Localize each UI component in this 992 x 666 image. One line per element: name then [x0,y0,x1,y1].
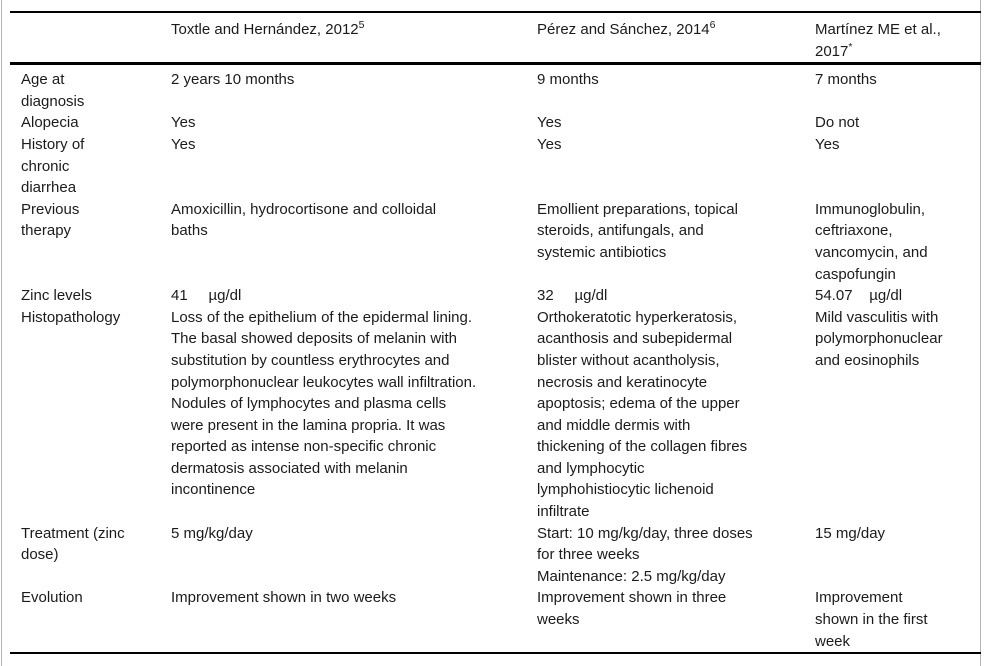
table-row-age-at-diagnosis: Age at diagnosis 2 years 10 months 9 mon… [10,64,981,113]
row-label: Zinc levels [21,287,92,305]
cell-alopecia-perez: Yes [537,114,562,132]
cell-treatment-toxtle: 5 mg/kg/day [171,524,253,542]
cell-zinc-perez: 32 µg/dl [537,287,608,305]
page-frame-right-border [980,0,981,666]
reference-superscript: 6 [709,19,716,31]
table-header: Toxtle and Hernández, 20125 Pérez and Sá… [10,12,981,66]
reference-superscript: 5 [358,19,365,31]
cell-diarrhea-martinez: Yes [815,135,840,153]
table-row-previous-therapy: Previous therapy Amoxicillin, hydrocorti… [10,199,981,285]
row-label: Alopecia [21,114,79,132]
row-label: Age at diagnosis [21,71,85,110]
reference-superscript: * [848,40,853,53]
column-header-label: Toxtle and Hernández, 2012 [171,21,359,38]
table-row-histopathology: Histopathology Loss of the epithelium of… [10,307,981,523]
cell-therapy-perez: Emollient preparations, topical steroids… [537,200,738,261]
cell-evolution-martinez: Improvement shown in the first week [815,589,928,650]
row-label: Histopathology [21,308,121,326]
corner-cell [10,12,171,66]
cell-diarrhea-perez: Yes [537,135,562,153]
cell-zinc-toxtle: 41 µg/dl [171,287,242,305]
column-header-label: Pérez and Sánchez, 2014 [537,21,710,38]
cell-treatment-martinez: 15 mg/day [815,524,886,542]
cell-diarrhea-toxtle: Yes [171,135,196,153]
table-row-alopecia: Alopecia Yes Yes Do not [10,112,981,134]
table-row-evolution: Evolution Improvement shown in two weeks… [10,587,981,653]
row-label: Treatment (zinc dose) [21,524,125,564]
table-body: Age at diagnosis 2 years 10 months 9 mon… [10,64,981,654]
table-row-zinc-levels: Zinc levels 41 µg/dl 32 µg/dl 54.07 µg/d… [10,285,981,307]
table-row-history-chronic-diarrhea: History of chronic diarrhea Yes Yes Yes [10,134,981,199]
table-row-treatment-zinc-dose: Treatment (zinc dose) 5 mg/kg/day Start:… [10,523,981,588]
cell-evolution-perez: Improvement shown in three weeks [537,589,727,629]
cell-alopecia-toxtle: Yes [171,114,196,132]
cell-therapy-martinez: Immunoglobulin, ceftriaxone, vancomycin,… [815,200,928,283]
cell-histopathology-toxtle: Loss of the epithelium of the epidermal … [171,308,477,499]
cell-zinc-martinez: 54.07 µg/dl [815,287,903,305]
row-label: Evolution [21,589,83,607]
cell-alopecia-martinez: Do not [815,114,860,132]
cell-therapy-toxtle: Amoxicillin, hydrocortisone and colloida… [171,200,437,240]
cell-histopathology-martinez: Mild vasculitis with polymorphonuclear a… [815,308,943,369]
cell-histopathology-perez: Orthokeratotic hyperkeratosis, acanthosi… [537,308,748,521]
cell-age-toxtle: 2 years 10 months [171,71,295,89]
column-header-martinez-2017: Martínez ME et al., 2017* [815,12,981,66]
column-header-label: Martínez ME et al., 2017 [815,21,941,60]
header-row: Toxtle and Hernández, 20125 Pérez and Sá… [10,12,981,66]
cell-age-martinez: 7 months [815,71,877,89]
row-label: Previous therapy [21,200,80,240]
cell-treatment-perez: Start: 10 mg/kg/day, three doses for thr… [537,524,753,585]
row-label: History of chronic diarrhea [21,135,85,197]
cell-age-perez: 9 months [537,71,599,89]
page-frame-left-border [1,0,2,666]
cell-evolution-toxtle: Improvement shown in two weeks [171,589,397,607]
column-header-perez-sanchez-2014: Pérez and Sánchez, 20146 [537,12,815,66]
case-comparison-table: Toxtle and Hernández, 20125 Pérez and Sá… [10,11,981,655]
column-header-toxtle-hernandez-2012: Toxtle and Hernández, 20125 [171,12,537,66]
